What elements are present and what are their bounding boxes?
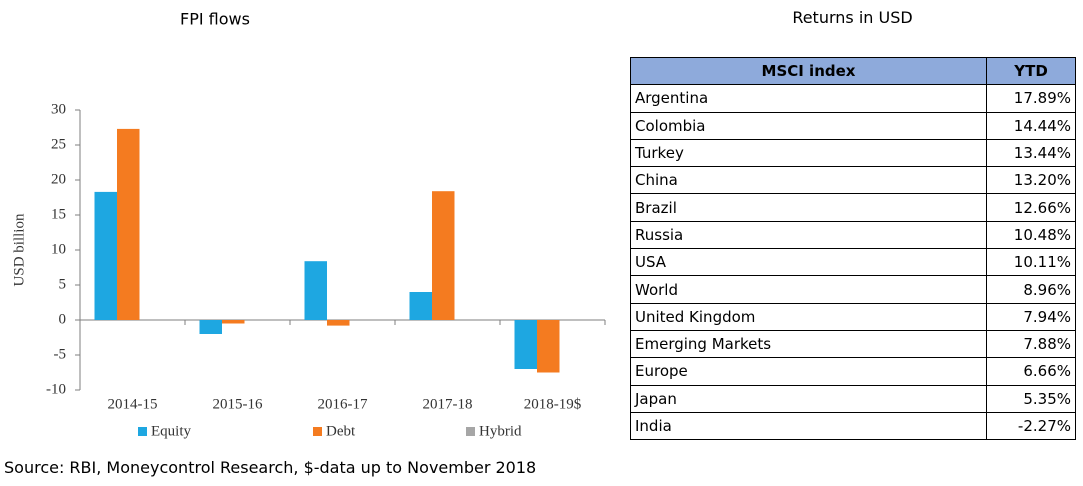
header-cell: MSCI index — [630, 56, 987, 86]
table-row: Emerging Markets 7.88% — [630, 329, 1076, 359]
header-cell: YTD — [986, 56, 1076, 86]
bar — [514, 320, 537, 369]
x-tick-label: 2014-15 — [108, 396, 158, 412]
y-tick-label: 15 — [51, 206, 66, 222]
source: Source: RBI, Moneycontrol Research, $-da… — [4, 458, 537, 477]
chart-title: FPI flows — [180, 10, 250, 29]
table-row: Russia 10.48% — [630, 220, 1076, 250]
legend-swatch — [466, 427, 475, 436]
index-cell: United Kingdom — [630, 302, 987, 331]
bar — [222, 320, 245, 324]
header-row: MSCI index YTD — [630, 56, 1076, 86]
table-title: Returns in USD — [792, 8, 913, 27]
ytd-cell: 10.48% — [986, 220, 1076, 250]
ytd-cell: 7.88% — [986, 329, 1076, 359]
bar — [199, 320, 222, 334]
table-row: Europe 6.66% — [630, 357, 1076, 386]
y-tick-label: 10 — [51, 241, 66, 257]
table-row: Argentina 17.89% — [630, 84, 1076, 113]
table-row: China 13.20% — [630, 166, 1076, 195]
legend-label: Equity — [151, 423, 191, 439]
ytd-cell: 13.20% — [986, 166, 1076, 195]
table-row: World 8.96% — [630, 275, 1076, 304]
index-cell: Brazil — [630, 193, 987, 222]
index-cell: Turkey — [630, 138, 987, 168]
legend-label: Hybrid — [479, 423, 522, 439]
index-cell: China — [630, 166, 987, 195]
ytd-cell: 10.11% — [986, 248, 1076, 277]
y-tick-label: 30 — [51, 101, 66, 117]
table-row: Brazil 12.66% — [630, 193, 1076, 222]
legend-swatch — [313, 427, 322, 436]
table-row: Japan 5.35% — [630, 384, 1076, 413]
index-cell: Colombia — [630, 111, 987, 140]
y-tick-label: 0 — [59, 311, 67, 327]
index-cell: Russia — [630, 220, 987, 250]
x-tick-label: 2017-18 — [423, 396, 473, 412]
y-axis-label: USD billion — [11, 213, 27, 286]
index-cell: Argentina — [630, 84, 987, 113]
bar — [94, 191, 117, 320]
table-row: United Kingdom 7.94% — [630, 302, 1076, 331]
index-cell: Emerging Markets — [630, 329, 987, 359]
legend-swatch — [138, 427, 147, 436]
x-tick-label: 2016-17 — [318, 396, 368, 412]
index-cell: USA — [630, 248, 987, 277]
index-cell: World — [630, 275, 987, 304]
bar — [537, 320, 560, 373]
table: MSCI index YTD Argentina 17.89% Colombia 14.4… — [630, 56, 1076, 441]
bar — [117, 128, 140, 320]
x-tick-label: 2018-19$ — [524, 396, 582, 412]
y-tick-label: -5 — [54, 346, 67, 362]
table-row: USA 10.11% — [630, 248, 1076, 277]
y-tick-label: 20 — [51, 171, 66, 187]
legend-label: Debt — [326, 423, 356, 439]
ytd-cell: 6.66% — [986, 357, 1076, 386]
ytd-cell: -2.27% — [986, 411, 1076, 441]
index-cell: Japan — [630, 384, 987, 413]
ytd-cell: 8.96% — [986, 275, 1076, 304]
table-row: Colombia 14.44% — [630, 111, 1076, 140]
bar — [432, 191, 455, 320]
bar — [409, 292, 432, 320]
ytd-cell: 14.44% — [986, 111, 1076, 140]
ytd-cell: 17.89% — [986, 84, 1076, 113]
table-row: India -2.27% — [630, 411, 1076, 441]
index-cell: Europe — [630, 357, 987, 386]
y-tick-label: -10 — [46, 381, 66, 397]
ytd-cell: 5.35% — [986, 384, 1076, 413]
ytd-cell: 7.94% — [986, 302, 1076, 331]
x-tick-label: 2015-16 — [213, 396, 263, 412]
ytd-cell: 12.66% — [986, 193, 1076, 222]
bar — [304, 261, 327, 320]
y-tick-label: 25 — [51, 136, 66, 152]
bar — [327, 320, 350, 326]
table-row: Turkey 13.44% — [630, 138, 1076, 168]
index-cell: India — [630, 411, 987, 441]
chart: FPI flows USD billion -10 -5 0 5 10 15 20 25 30 2… — [11, 10, 606, 439]
y-tick-label: 5 — [59, 276, 67, 292]
ytd-cell: 13.44% — [986, 138, 1076, 168]
